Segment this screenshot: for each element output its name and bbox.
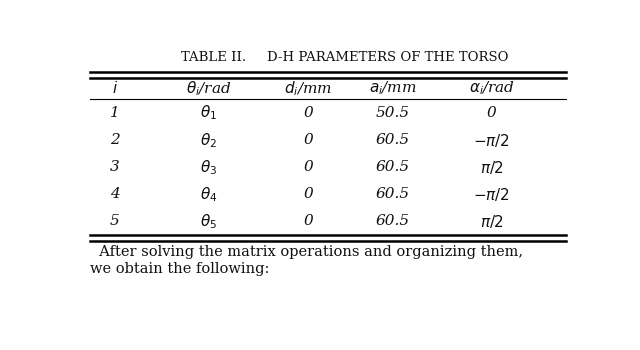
Text: $\pi/2$: $\pi/2$ xyxy=(480,159,504,176)
Text: 50.5: 50.5 xyxy=(376,106,410,120)
Text: D-H PARAMETERS OF THE TORSO: D-H PARAMETERS OF THE TORSO xyxy=(267,51,508,64)
Text: 1: 1 xyxy=(110,106,120,120)
Text: $\theta_4$: $\theta_4$ xyxy=(200,185,218,204)
Text: $\pi/2$: $\pi/2$ xyxy=(480,213,504,230)
Text: 4: 4 xyxy=(110,187,120,201)
Text: $\theta_2$: $\theta_2$ xyxy=(200,131,218,150)
Text: 0: 0 xyxy=(303,187,313,201)
Text: 0: 0 xyxy=(303,133,313,147)
Text: 0: 0 xyxy=(303,214,313,228)
Text: TABLE II.: TABLE II. xyxy=(181,51,246,64)
Text: $d_i$/mm: $d_i$/mm xyxy=(284,79,332,98)
Text: 60.5: 60.5 xyxy=(376,160,410,174)
Text: 0: 0 xyxy=(487,106,497,120)
Text: 2: 2 xyxy=(110,133,120,147)
Text: $\theta_3$: $\theta_3$ xyxy=(200,158,218,177)
Text: 3: 3 xyxy=(110,160,120,174)
Text: $\theta_5$: $\theta_5$ xyxy=(200,212,218,231)
Text: 60.5: 60.5 xyxy=(376,133,410,147)
Text: $i$: $i$ xyxy=(111,80,118,97)
Text: After solving the matrix operations and organizing them,
we obtain the following: After solving the matrix operations and … xyxy=(90,245,523,276)
Text: $\theta_1$: $\theta_1$ xyxy=(200,103,218,122)
Text: $\theta_i$/rad: $\theta_i$/rad xyxy=(186,79,232,98)
Text: $-\pi/2$: $-\pi/2$ xyxy=(474,186,510,203)
Text: $-\pi/2$: $-\pi/2$ xyxy=(474,132,510,149)
Text: 5: 5 xyxy=(110,214,120,228)
Text: 60.5: 60.5 xyxy=(376,214,410,228)
Text: $a_i$/mm: $a_i$/mm xyxy=(369,80,417,97)
Text: 0: 0 xyxy=(303,106,313,120)
Text: 60.5: 60.5 xyxy=(376,187,410,201)
Text: 0: 0 xyxy=(303,160,313,174)
Text: $\alpha_i$/rad: $\alpha_i$/rad xyxy=(468,80,515,97)
